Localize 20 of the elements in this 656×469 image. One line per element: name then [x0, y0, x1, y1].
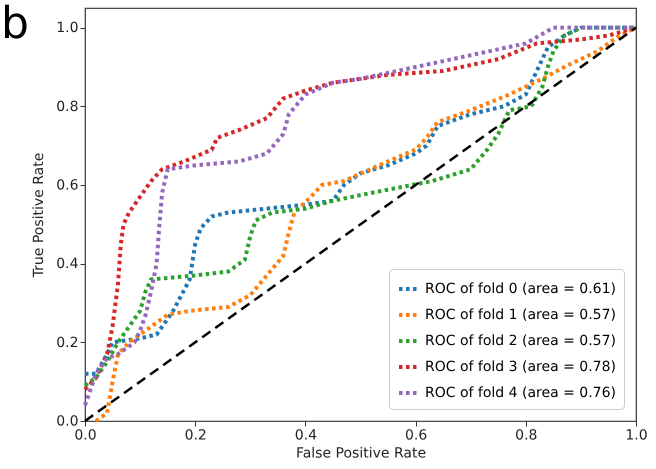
x-tick-label: 0.6	[404, 428, 428, 444]
y-tick-label: 0.8	[56, 98, 78, 115]
y-tick-label: 0.6	[56, 178, 79, 194]
legend-label: ROC of fold 1 (area = 0.57)	[425, 307, 616, 323]
y-tick-label: 0.4	[56, 256, 79, 272]
legend-label: ROC of fold 4 (area = 0.76)	[425, 385, 616, 401]
x-tick-label: 0.0	[74, 428, 97, 444]
y-tick-label: 1.0	[56, 20, 78, 36]
legend-label: ROC of fold 3 (area = 0.78)	[425, 359, 616, 375]
legend-label: ROC of fold 0 (area = 0.61)	[425, 281, 616, 297]
y-tick-label: 0.0	[56, 414, 78, 430]
y-axis-title: True Positive Rate	[31, 152, 48, 278]
x-tick-label: 0.8	[515, 428, 538, 444]
x-tick-label: 1.0	[625, 428, 648, 444]
x-tick-label: 0.2	[184, 428, 207, 444]
text: b	[1, 0, 29, 49]
y-tick-label: 0.2	[56, 334, 78, 351]
legend-label: ROC of fold 2 (area = 0.57)	[425, 333, 616, 349]
x-tick-label: 0.4	[294, 428, 318, 444]
x-axis-title: False Positive Rate	[296, 446, 426, 462]
